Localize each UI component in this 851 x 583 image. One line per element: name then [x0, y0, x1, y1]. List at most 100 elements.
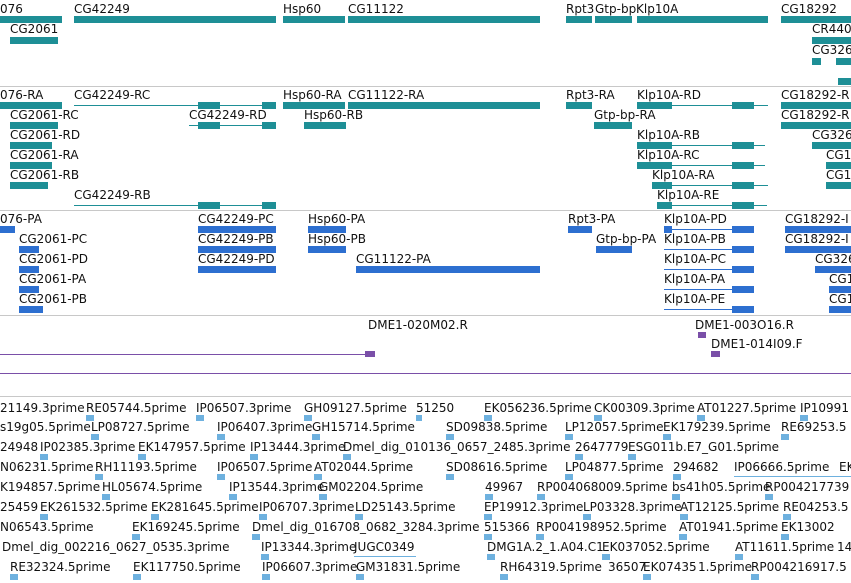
est-feature[interactable]	[484, 415, 492, 421]
est-label[interactable]: AT02044.5prime	[314, 460, 414, 474]
est-feature[interactable]	[500, 574, 508, 580]
est-feature[interactable]	[151, 514, 159, 520]
transcript-feature[interactable]	[304, 122, 346, 129]
transcript-exon[interactable]	[732, 162, 754, 169]
est-label[interactable]: 294682	[673, 460, 719, 474]
gene-feature[interactable]	[836, 58, 851, 65]
est-label[interactable]: Dmel_dig_010136_0657_2485.3prime	[343, 440, 571, 454]
transcript-exon[interactable]	[657, 202, 672, 209]
gene-feature[interactable]	[283, 16, 345, 23]
est-label[interactable]: LD25143.5prime	[355, 500, 456, 514]
cds-feature[interactable]	[19, 246, 39, 253]
cds-exon[interactable]	[664, 226, 672, 233]
cds-label[interactable]: Hsp60-PA	[308, 212, 366, 226]
est-feature[interactable]	[602, 554, 610, 560]
est-feature[interactable]	[102, 494, 110, 500]
transcript-feature[interactable]	[0, 102, 62, 109]
est-label[interactable]: EK056236.5prime	[484, 401, 592, 415]
est-label[interactable]: RE32324.5prime	[10, 560, 111, 574]
est-feature[interactable]	[735, 554, 743, 560]
transcript-label[interactable]: CG2061-RC	[10, 108, 79, 122]
gene-feature[interactable]	[637, 16, 768, 23]
transcript-feature[interactable]	[348, 102, 540, 109]
transcript-label[interactable]: Hsp60-RA	[283, 88, 342, 102]
est-feature[interactable]	[565, 474, 573, 480]
est-feature[interactable]	[343, 454, 351, 460]
transcript-exon[interactable]	[637, 102, 672, 109]
transcript-exon[interactable]	[732, 102, 754, 109]
est-label[interactable]: 21149.3prime	[0, 401, 85, 415]
gene-feature[interactable]	[0, 16, 62, 23]
est-feature[interactable]	[663, 434, 671, 440]
transcript-exon[interactable]	[637, 142, 672, 149]
est-feature[interactable]	[628, 454, 636, 460]
est-feature[interactable]	[446, 434, 454, 440]
cds-feature[interactable]	[198, 246, 276, 253]
est-label[interactable]: IP06666.5prime	[734, 460, 830, 474]
transcript-feature[interactable]	[781, 122, 851, 129]
cds-exon[interactable]	[732, 226, 754, 233]
cds-feature[interactable]	[308, 226, 346, 233]
cds-label[interactable]: CG18292-I	[785, 232, 849, 246]
est-feature[interactable]	[314, 474, 322, 480]
est-feature[interactable]	[783, 514, 791, 520]
clone-span[interactable]	[0, 373, 851, 374]
cds-label[interactable]: CG42249-PB	[198, 232, 274, 246]
est-feature[interactable]	[536, 534, 544, 540]
est-label[interactable]: EK147957.5prime	[138, 440, 246, 454]
est-label[interactable]: EK07435	[643, 560, 697, 574]
cds-label[interactable]: CG1	[829, 272, 851, 286]
clone-feature[interactable]	[365, 351, 375, 357]
cds-feature[interactable]	[19, 266, 39, 273]
est-label[interactable]: 36507	[608, 560, 647, 574]
est-feature[interactable]	[217, 434, 225, 440]
transcript-label[interactable]: CG1	[826, 168, 851, 182]
cds-feature[interactable]	[596, 246, 632, 253]
est-feature[interactable]	[765, 494, 773, 500]
est-label[interactable]: 2647779	[575, 440, 629, 454]
clone-label[interactable]: DME1-014I09.F	[711, 337, 803, 351]
transcript-label[interactable]: CG42249-RB	[74, 188, 151, 202]
est-label[interactable]: CK00309.3prime	[594, 401, 695, 415]
cds-label[interactable]: CG18292-I	[785, 212, 849, 226]
gene-feature[interactable]	[812, 58, 821, 65]
est-label[interactable]: Dmel_dig_016708_0682_3284.3prime	[252, 520, 480, 534]
transcript-feature[interactable]	[10, 182, 48, 189]
est-label[interactable]: IP06707.3prime	[259, 500, 355, 514]
est-feature[interactable]	[575, 454, 583, 460]
est-label[interactable]: EK179239.5prime	[663, 420, 771, 434]
est-feature[interactable]	[679, 534, 687, 540]
transcript-feature[interactable]	[566, 102, 592, 109]
cds-feature[interactable]	[0, 226, 15, 233]
transcript-exon[interactable]	[732, 182, 754, 189]
transcript-label[interactable]: Klp10A-RB	[637, 128, 700, 142]
est-feature[interactable]	[537, 494, 545, 500]
clone-label[interactable]: DME1-003O16.R	[695, 318, 794, 332]
est-feature[interactable]	[484, 514, 492, 520]
cds-feature[interactable]	[568, 226, 592, 233]
transcript-label[interactable]: CG18292-R	[781, 88, 850, 102]
est-feature[interactable]	[40, 514, 48, 520]
transcript-exon[interactable]	[198, 202, 220, 209]
est-feature[interactable]	[484, 534, 492, 540]
transcript-label[interactable]: CG2061-RB	[10, 168, 80, 182]
est-label[interactable]: GM31831.5prime	[356, 560, 461, 574]
transcript-exon[interactable]	[262, 202, 276, 209]
est-feature[interactable]	[319, 494, 327, 500]
est-label[interactable]: 51250	[416, 401, 455, 415]
est-feature[interactable]	[86, 415, 94, 421]
gene-label[interactable]: 076	[0, 2, 23, 16]
est-label[interactable]: LP04877.5prime	[565, 460, 664, 474]
transcript-feature[interactable]	[10, 122, 58, 129]
gene-label[interactable]: CG18292	[781, 2, 837, 16]
cds-label[interactable]: CG42249-PC	[198, 212, 274, 226]
gene-label[interactable]: Rpt3	[566, 2, 595, 16]
est-label[interactable]: GH09127.5prime	[304, 401, 407, 415]
transcript-exon[interactable]	[652, 182, 672, 189]
est-feature[interactable]	[355, 514, 363, 520]
est-label[interactable]: K194857.5prime	[0, 480, 101, 494]
cds-feature[interactable]	[356, 266, 540, 273]
cds-feature[interactable]	[829, 306, 851, 313]
cds-label[interactable]: CG326	[815, 252, 851, 266]
transcript-label[interactable]: CG18292-R	[781, 108, 850, 122]
